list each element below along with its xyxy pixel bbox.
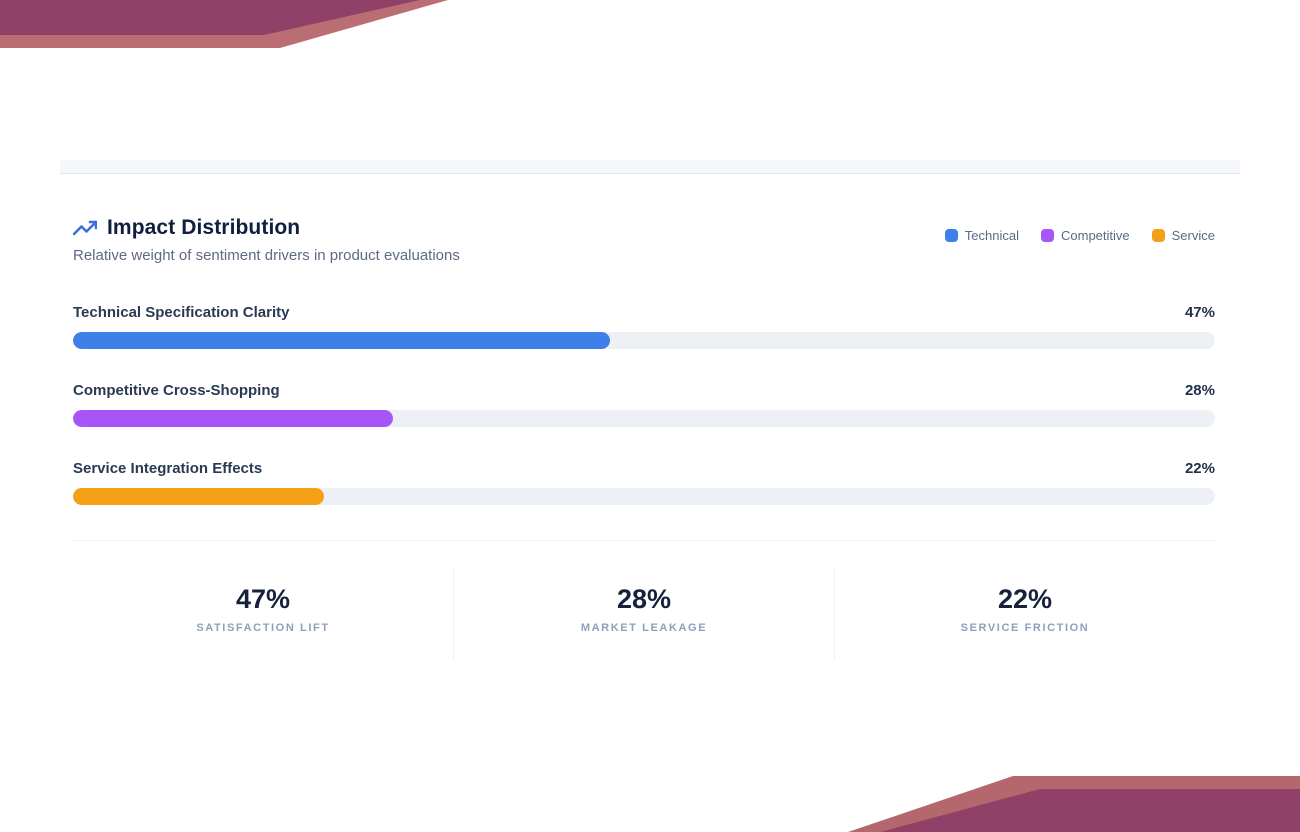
stats-divider: [73, 540, 1215, 541]
legend-label: Technical: [964, 228, 1019, 243]
bar-fill: [73, 488, 325, 505]
page-title: Impact Distribution: [107, 216, 301, 239]
stat-market-leakage: 28% MARKET LEAKAGE: [453, 570, 834, 660]
bar-track: [73, 332, 1215, 349]
bar-row-service: Service Integration Effects 22%: [73, 460, 1215, 505]
stat-label: SATISFACTION LIFT: [196, 622, 330, 634]
bar-label: Technical Specification Clarity: [73, 304, 290, 321]
ribbon-dark-layer: [880, 789, 1300, 832]
stat-label: SERVICE FRICTION: [960, 622, 1090, 634]
stat-label: MARKET LEAKAGE: [580, 622, 708, 634]
title-block: Impact Distribution Relative weight of s…: [73, 216, 460, 264]
bar-track: [73, 488, 1215, 505]
corner-ribbon-bottom-right: [830, 776, 1300, 832]
bar-value: 47%: [1184, 304, 1215, 321]
ribbon-light-layer: [848, 776, 1300, 832]
summary-stats: 47% SATISFACTION LIFT 28% MARKET LEAKAGE…: [73, 570, 1215, 660]
stat-value: 28%: [616, 584, 672, 614]
stat-value: 22%: [997, 584, 1053, 614]
bar-value: 22%: [1184, 460, 1215, 477]
ribbon-light-layer: [0, 0, 448, 48]
legend-label: Service: [1171, 228, 1215, 243]
bar-fill: [73, 332, 610, 349]
stat-value: 47%: [235, 584, 291, 614]
legend-item-competitive[interactable]: Competitive: [1041, 228, 1130, 243]
card-top-strip: [60, 160, 1240, 174]
stat-service-friction: 22% SERVICE FRICTION: [834, 570, 1215, 660]
page-subtitle: Relative weight of sentiment drivers in …: [73, 247, 460, 264]
impact-distribution-card: Impact Distribution Relative weight of s…: [60, 160, 1240, 660]
ribbon-dark-layer: [0, 0, 420, 35]
stat-satisfaction-lift: 47% SATISFACTION LIFT: [73, 570, 453, 660]
bar-row-competitive: Competitive Cross-Shopping 28%: [73, 382, 1215, 427]
bar-label: Service Integration Effects: [73, 460, 263, 477]
legend-item-service[interactable]: Service: [1151, 228, 1215, 243]
chart-legend: Technical Competitive Service: [944, 216, 1215, 243]
card-header: Impact Distribution Relative weight of s…: [73, 216, 1215, 264]
bar-value: 28%: [1184, 382, 1215, 399]
bar-fill: [73, 410, 393, 427]
bar-track: [73, 410, 1215, 427]
legend-swatch: [1151, 229, 1165, 242]
legend-swatch: [944, 229, 958, 242]
bar-label: Competitive Cross-Shopping: [73, 382, 280, 399]
corner-ribbon-top-left: [0, 0, 500, 50]
bar-row-technical: Technical Specification Clarity 47%: [73, 304, 1215, 349]
legend-swatch: [1041, 229, 1054, 242]
legend-label: Competitive: [1061, 228, 1130, 243]
trending-up-icon: [73, 216, 97, 240]
bar-chart: Technical Specification Clarity 47% Comp…: [73, 304, 1215, 505]
legend-item-technical[interactable]: Technical: [944, 228, 1019, 243]
